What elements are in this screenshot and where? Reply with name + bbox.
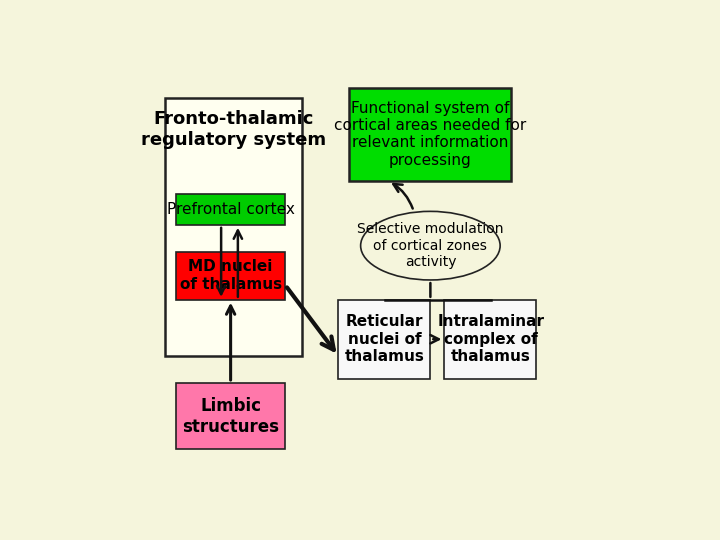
Text: Prefrontal cortex: Prefrontal cortex — [166, 202, 294, 217]
FancyBboxPatch shape — [166, 98, 302, 356]
Text: Fronto-thalamic
regulatory system: Fronto-thalamic regulatory system — [141, 110, 327, 148]
Text: Limbic
structures: Limbic structures — [182, 397, 279, 436]
FancyBboxPatch shape — [338, 300, 431, 379]
Ellipse shape — [361, 211, 500, 280]
FancyBboxPatch shape — [349, 87, 511, 181]
Text: Functional system of
cortical areas needed for
relevant information
processing: Functional system of cortical areas need… — [334, 100, 526, 168]
FancyBboxPatch shape — [176, 252, 285, 300]
FancyBboxPatch shape — [444, 300, 536, 379]
FancyBboxPatch shape — [176, 194, 285, 225]
Text: Reticular
nuclei of
thalamus: Reticular nuclei of thalamus — [345, 314, 425, 364]
FancyBboxPatch shape — [176, 383, 285, 449]
Text: MD nuclei
of thalamus: MD nuclei of thalamus — [179, 259, 282, 292]
Text: Intralaminar
complex of
thalamus: Intralaminar complex of thalamus — [437, 314, 544, 364]
Text: Selective modulation
of cortical zones
activity: Selective modulation of cortical zones a… — [357, 222, 503, 269]
